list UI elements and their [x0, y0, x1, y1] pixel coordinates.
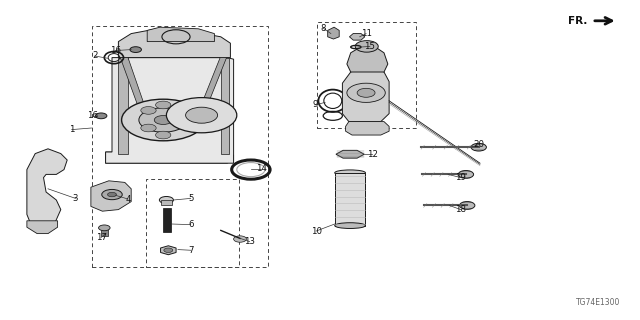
Text: 16: 16 [109, 46, 121, 55]
Text: TG74E1300: TG74E1300 [577, 298, 621, 307]
Bar [161, 200, 172, 205]
Text: 12: 12 [367, 150, 378, 159]
Bar [335, 173, 365, 226]
Text: 16: 16 [86, 111, 98, 120]
Polygon shape [106, 152, 234, 163]
Polygon shape [347, 46, 388, 72]
Circle shape [130, 47, 141, 52]
Text: 3: 3 [73, 194, 78, 203]
Text: 1: 1 [69, 125, 74, 134]
Circle shape [108, 192, 116, 197]
Polygon shape [27, 149, 67, 229]
Circle shape [156, 131, 171, 139]
Polygon shape [118, 29, 230, 58]
Circle shape [234, 236, 246, 242]
Text: 20: 20 [473, 140, 484, 149]
Ellipse shape [335, 223, 365, 228]
Circle shape [154, 116, 172, 124]
Polygon shape [342, 67, 389, 122]
Text: 8: 8 [321, 24, 326, 33]
Polygon shape [118, 58, 128, 154]
Bar [146, 179, 239, 267]
Text: 6: 6 [188, 220, 193, 229]
Text: FR.: FR. [568, 16, 588, 26]
Bar [101, 229, 108, 236]
Polygon shape [161, 246, 176, 255]
Polygon shape [120, 58, 152, 128]
Text: 9: 9 [312, 100, 317, 109]
Circle shape [139, 108, 188, 132]
Bar [317, 22, 416, 128]
Polygon shape [27, 221, 58, 234]
Circle shape [95, 113, 107, 119]
Text: 14: 14 [255, 164, 267, 173]
Circle shape [141, 124, 156, 132]
Circle shape [99, 225, 110, 231]
Text: 19: 19 [456, 173, 466, 182]
Circle shape [156, 101, 171, 109]
Text: 7: 7 [188, 246, 193, 255]
Text: 17: 17 [95, 233, 107, 242]
Polygon shape [349, 34, 365, 40]
Circle shape [458, 171, 474, 178]
Polygon shape [346, 122, 389, 135]
Circle shape [357, 88, 375, 97]
Text: 13: 13 [244, 237, 255, 246]
Polygon shape [147, 27, 214, 42]
Circle shape [166, 98, 237, 133]
Text: 5: 5 [188, 194, 193, 203]
Polygon shape [221, 58, 229, 154]
Text: 11: 11 [360, 29, 372, 38]
Circle shape [347, 83, 385, 102]
Bar [92, 26, 268, 267]
Circle shape [471, 143, 486, 151]
Bar [163, 208, 171, 232]
Circle shape [186, 107, 218, 123]
Circle shape [102, 189, 122, 200]
Text: 10: 10 [310, 227, 322, 236]
Polygon shape [336, 150, 364, 158]
Polygon shape [91, 181, 131, 211]
Ellipse shape [335, 170, 365, 176]
Polygon shape [106, 58, 234, 163]
Circle shape [159, 196, 173, 204]
Circle shape [460, 202, 475, 209]
Circle shape [122, 99, 205, 141]
Text: 4: 4 [125, 195, 131, 204]
Polygon shape [192, 58, 227, 128]
Polygon shape [328, 27, 339, 39]
Text: 15: 15 [364, 42, 376, 51]
Text: 2: 2 [92, 52, 97, 60]
Text: 18: 18 [455, 205, 467, 214]
Circle shape [141, 107, 156, 114]
Circle shape [164, 248, 173, 252]
Circle shape [355, 41, 378, 52]
